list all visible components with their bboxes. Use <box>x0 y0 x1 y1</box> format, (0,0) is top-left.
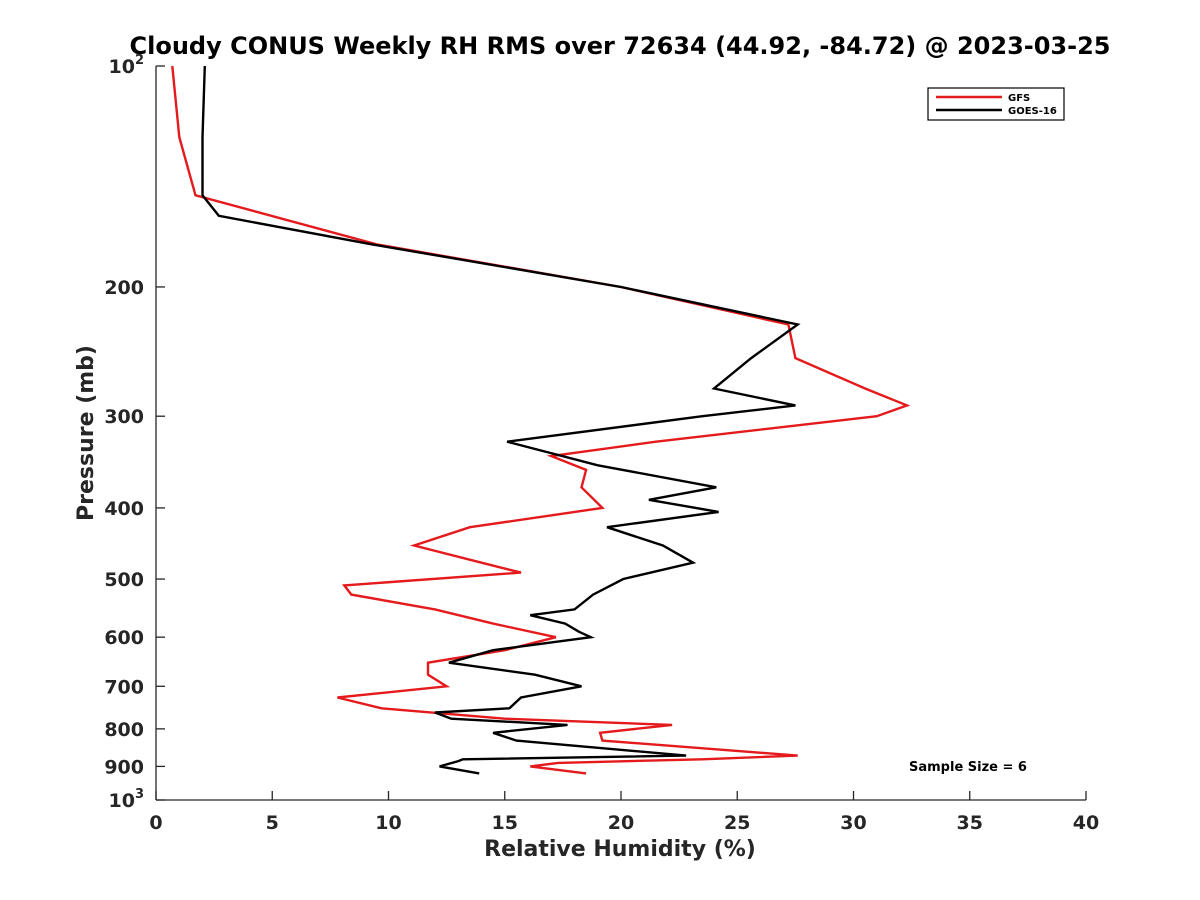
y-tick-label: 800 <box>104 719 144 741</box>
y-axis-ticks: 102 200 300 400 500 600 700 800 900 103 <box>104 53 165 812</box>
chart-title: Cloudy CONUS Weekly RH RMS over 72634 (4… <box>130 32 1111 60</box>
x-tick-label: 40 <box>1073 812 1099 834</box>
sample-size-annotation: Sample Size = 6 <box>909 760 1027 775</box>
legend: GFS GOES-16 <box>927 87 1065 121</box>
x-axis-ticks: 0 5 10 15 20 25 30 35 40 <box>149 791 1099 834</box>
plot-area: 0 5 10 15 20 25 30 35 40 102 200 300 400 500 600 700 80… <box>104 53 1099 834</box>
series-layer <box>171 65 911 775</box>
series-line-goes-16 <box>201 65 801 775</box>
legend-label-goes16: GOES-16 <box>1008 106 1057 117</box>
y-tick-label: 400 <box>104 498 144 520</box>
legend-label-gfs: GFS <box>1008 93 1030 104</box>
x-tick-label: 35 <box>957 812 983 834</box>
legend-box <box>927 87 1065 121</box>
x-tick-label: 5 <box>266 812 279 834</box>
x-tick-label: 30 <box>840 812 866 834</box>
y-tick-label: 600 <box>104 627 144 649</box>
y-tick-label: 300 <box>104 406 144 428</box>
y-axis-label: Pressure (mb) <box>74 345 99 521</box>
y-tick-label: 102 <box>109 53 145 78</box>
y-tick-label: 200 <box>104 277 144 299</box>
x-axis-label: Relative Humidity (%) <box>484 837 756 862</box>
y-tick-label: 900 <box>104 756 144 778</box>
x-tick-label: 25 <box>724 812 750 834</box>
series-line-gfs <box>171 65 911 775</box>
x-tick-label: 20 <box>608 812 634 834</box>
x-tick-label: 10 <box>375 812 401 834</box>
y-tick-label: 103 <box>109 787 145 812</box>
x-tick-label: 15 <box>492 812 518 834</box>
y-tick-label: 700 <box>104 676 144 698</box>
y-tick-label: 500 <box>104 569 144 591</box>
x-tick-label: 0 <box>149 812 162 834</box>
